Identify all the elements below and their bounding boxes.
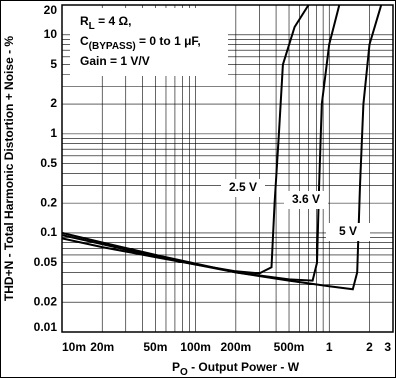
y-tick-label: 0.01 xyxy=(34,320,58,334)
x-tick-label: 200m xyxy=(220,340,251,354)
x-axis-title-text: - Output Power - W xyxy=(188,360,300,374)
y-tick-label: 2 xyxy=(50,96,57,110)
series-label-bg xyxy=(221,179,265,197)
annotation-text: = 4 Ω, xyxy=(95,14,132,28)
series-label-bg xyxy=(284,191,328,209)
annotation-text: C xyxy=(80,34,89,48)
series-line xyxy=(61,4,341,282)
series-label: 2.5 V xyxy=(229,180,257,194)
x-tick-label: 500m xyxy=(274,340,305,354)
y-tick-label: 0.1 xyxy=(40,225,57,239)
x-tick-label: 2 xyxy=(366,340,373,354)
x-tick-label: 100m xyxy=(180,340,211,354)
y-tick-label: 0.02 xyxy=(34,294,58,308)
x-axis-title-text: P xyxy=(172,360,180,374)
annotation-sub: L xyxy=(89,21,95,32)
series-label: 3.6 V xyxy=(292,192,320,206)
y-tick-label: 20 xyxy=(44,3,58,17)
series-label-bg xyxy=(326,223,370,241)
series-label: 5 V xyxy=(339,224,357,238)
y-tick-label: 0.5 xyxy=(40,156,57,170)
annotation: RL = 4 Ω, xyxy=(80,14,131,31)
y-tick-label: 0.2 xyxy=(40,195,57,209)
x-axis-title-sub: O xyxy=(180,367,188,378)
annotation-text: R xyxy=(80,14,89,28)
y-tick-label: 1 xyxy=(50,126,57,140)
annotation-box xyxy=(70,8,228,76)
series-line xyxy=(61,4,310,275)
annotation-text: = 0 to 1 μF, xyxy=(136,34,201,48)
annotation: C(BYPASS) = 0 to 1 μF, xyxy=(80,34,201,51)
annotation-sub: (BYPASS) xyxy=(89,41,136,52)
y-axis-title: THD+N - Total Harmonic Distortion + Nois… xyxy=(2,36,16,301)
x-axis-title: PO - Output Power - W xyxy=(172,360,300,377)
y-tick-label: 0.05 xyxy=(34,255,58,269)
x-tick-label: 20m xyxy=(90,340,114,354)
annotation: Gain = 1 V/V xyxy=(80,54,150,68)
x-tick-label: 50m xyxy=(143,340,167,354)
x-tick-label: 1 xyxy=(326,340,333,354)
y-tick-label: 5 xyxy=(50,57,57,71)
series-line xyxy=(61,4,383,291)
y-tick-label: 10 xyxy=(44,27,58,41)
x-tick-label: 10m xyxy=(62,340,86,354)
x-tick-label: 3 xyxy=(384,340,391,354)
annotation-text: Gain = 1 V/V xyxy=(80,54,150,68)
plot-border xyxy=(61,4,394,333)
